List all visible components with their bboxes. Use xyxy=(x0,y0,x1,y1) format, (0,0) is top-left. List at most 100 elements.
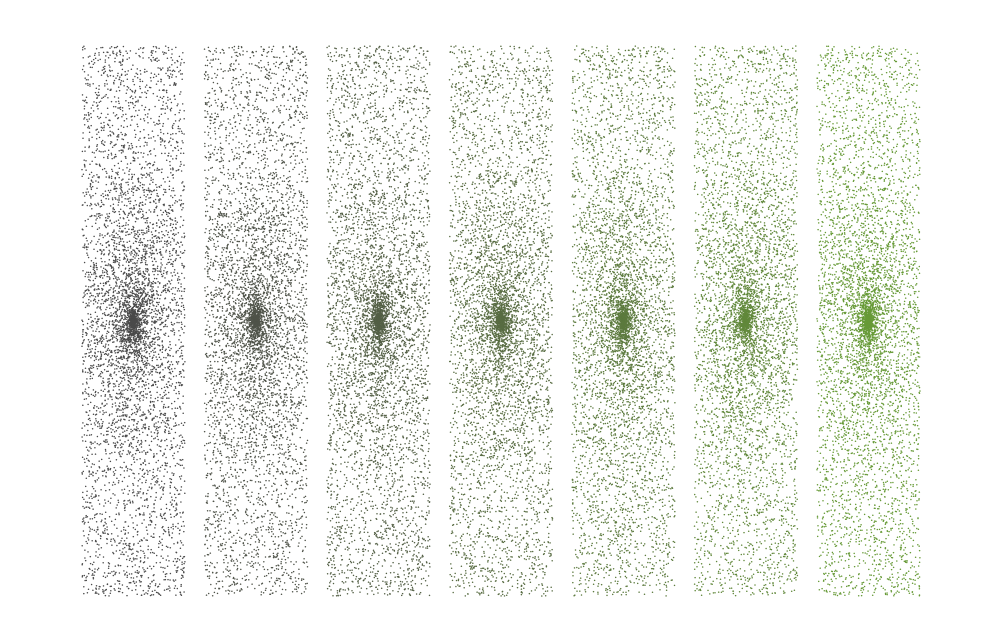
scatter-point xyxy=(158,48,160,50)
scatter-point xyxy=(111,175,113,177)
scatter-point xyxy=(137,410,139,412)
scatter-point xyxy=(95,244,97,246)
scatter-point xyxy=(182,52,184,54)
scatter-point xyxy=(174,195,176,197)
scatter-point xyxy=(104,522,106,524)
scatter-point xyxy=(101,261,103,263)
scatter-point xyxy=(138,255,140,257)
scatter-point xyxy=(97,251,99,253)
scatter-point xyxy=(142,216,144,218)
scatter-point xyxy=(93,578,95,580)
scatter-point xyxy=(96,102,98,104)
scatter-point xyxy=(152,234,154,236)
scatter-point xyxy=(171,472,173,474)
scatter-point xyxy=(181,525,183,527)
scatter-point xyxy=(121,74,123,76)
scatter-point xyxy=(120,313,122,315)
scatter-point xyxy=(98,548,100,550)
scatter-point xyxy=(102,245,104,247)
scatter-point xyxy=(113,482,115,484)
scatter-point xyxy=(125,100,127,102)
scatter-point xyxy=(127,126,129,128)
scatter-point xyxy=(180,459,182,461)
scatter-point xyxy=(163,96,165,98)
scatter-point xyxy=(155,492,157,494)
scatter-point xyxy=(174,98,176,100)
scatter-point xyxy=(96,87,98,89)
scatter-point xyxy=(92,151,94,153)
scatter-point xyxy=(140,152,142,154)
scatter-point xyxy=(135,571,137,573)
scatter-point xyxy=(95,481,97,483)
scatter-point xyxy=(99,150,101,152)
scatter-point xyxy=(177,444,179,446)
scatter-point xyxy=(159,298,161,300)
scatter-point xyxy=(92,295,94,297)
scatter-point xyxy=(147,471,149,473)
scatter-point xyxy=(87,430,89,432)
scatter-point xyxy=(183,133,185,135)
scatter-point xyxy=(141,522,143,524)
scatter-point xyxy=(122,151,124,153)
scatter-point xyxy=(127,250,129,252)
scatter-point xyxy=(86,194,88,196)
scatter-point xyxy=(182,142,184,144)
scatter-point xyxy=(139,86,141,88)
scatter-point xyxy=(120,149,122,151)
scatter-point xyxy=(132,413,134,415)
scatter-point xyxy=(127,258,129,260)
scatter-point xyxy=(96,129,98,131)
scatter-point xyxy=(109,394,111,396)
scatter-point xyxy=(103,96,105,98)
scatter-point xyxy=(103,282,105,284)
scatter-point xyxy=(170,110,172,112)
scatter-point xyxy=(84,247,86,249)
scatter-point xyxy=(95,420,97,422)
scatter-point xyxy=(175,393,177,395)
scatter-point xyxy=(89,174,91,176)
scatter-point xyxy=(130,148,132,150)
scatter-point xyxy=(85,83,87,85)
scatter-point xyxy=(81,472,83,474)
scatter-point xyxy=(92,195,94,197)
scatter-point xyxy=(142,343,144,345)
scatter-point xyxy=(125,156,127,158)
scatter-point xyxy=(136,558,138,560)
scatter-point xyxy=(147,194,149,196)
scatter-point xyxy=(133,424,135,426)
scatter-point xyxy=(117,366,119,368)
scatter-point xyxy=(151,341,153,343)
scatter-point xyxy=(110,70,112,72)
scatter-point xyxy=(178,339,180,341)
scatter-point xyxy=(114,186,116,188)
scatter-point xyxy=(88,299,90,301)
scatter-point xyxy=(180,283,182,285)
scatter-point xyxy=(114,418,116,420)
scatter-point xyxy=(94,53,96,55)
scatter-point xyxy=(118,325,120,327)
scatter-point xyxy=(84,71,86,73)
scatter-point xyxy=(95,514,97,516)
scatter-point xyxy=(92,186,94,188)
scatter-point xyxy=(183,152,185,154)
scatter-point xyxy=(176,509,178,511)
scatter-point xyxy=(153,507,155,509)
scatter-point xyxy=(175,507,177,509)
scatter-point xyxy=(149,183,151,185)
scatter-point xyxy=(94,360,96,362)
scatter-point xyxy=(82,336,84,338)
scatter-point xyxy=(148,374,150,376)
scatter-point xyxy=(136,593,138,595)
scatter-point xyxy=(131,173,133,175)
scatter-point xyxy=(157,67,159,69)
scatter-point xyxy=(129,490,131,492)
scatter-point xyxy=(156,169,158,171)
scatter-point xyxy=(146,493,148,495)
scatter-point xyxy=(97,241,99,243)
scatter-point xyxy=(111,153,113,155)
scatter-point xyxy=(106,83,108,85)
scatter-point xyxy=(125,224,127,226)
scatter-point xyxy=(105,94,107,96)
scatter-point xyxy=(121,530,123,532)
scatter-point xyxy=(152,57,154,59)
